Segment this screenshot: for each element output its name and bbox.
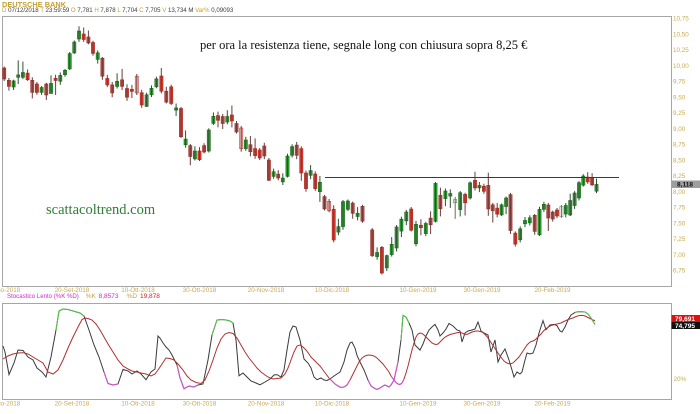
svg-text:8,118: 8,118 (677, 182, 693, 189)
svg-text:30-Gen-2019: 30-Gen-2019 (463, 400, 501, 407)
svg-text:20-Nov-2018: 20-Nov-2018 (248, 400, 285, 407)
svg-text:30-Ago-2018: 30-Ago-2018 (0, 400, 21, 407)
svg-text:20-Feb-2019: 20-Feb-2019 (534, 400, 571, 407)
svg-text:20-Set-2018: 20-Set-2018 (55, 400, 90, 407)
svg-text:7,75: 7,75 (673, 205, 686, 212)
svg-text:30-Ott-2018: 30-Ott-2018 (183, 400, 217, 407)
svg-text:79,691: 79,691 (675, 316, 695, 323)
svg-text:9,50: 9,50 (673, 95, 686, 102)
svg-text:10,75: 10,75 (673, 16, 689, 23)
svg-text:20-Nov-2018: 20-Nov-2018 (248, 287, 285, 294)
svg-text:6,75: 6,75 (673, 268, 686, 275)
svg-text:8,00: 8,00 (673, 189, 686, 196)
svg-text:30-Ago-2018: 30-Ago-2018 (0, 287, 21, 294)
svg-text:10-Dic-2018: 10-Dic-2018 (315, 287, 350, 294)
svg-text:10,25: 10,25 (673, 47, 689, 54)
svg-text:20%: 20% (674, 376, 687, 383)
svg-text:30-Ott-2018: 30-Ott-2018 (183, 287, 217, 294)
svg-text:7,25: 7,25 (673, 236, 686, 243)
svg-text:8,50: 8,50 (673, 157, 686, 164)
svg-text:7,00: 7,00 (673, 252, 686, 259)
svg-text:8,25: 8,25 (673, 173, 686, 180)
svg-text:9,75: 9,75 (673, 79, 686, 86)
svg-text:10-Ott-2018: 10-Ott-2018 (121, 400, 155, 407)
svg-text:10,50: 10,50 (673, 32, 689, 39)
svg-text:10-Dic-2018: 10-Dic-2018 (315, 400, 350, 407)
svg-text:20-Set-2018: 20-Set-2018 (55, 287, 90, 294)
svg-text:10-Gen-2019: 10-Gen-2019 (399, 400, 437, 407)
svg-text:20-Feb-2019: 20-Feb-2019 (534, 287, 571, 294)
svg-text:7,50: 7,50 (673, 220, 686, 227)
svg-text:10-Gen-2019: 10-Gen-2019 (399, 287, 437, 294)
svg-text:9,00: 9,00 (673, 126, 686, 133)
svg-text:30-Gen-2019: 30-Gen-2019 (463, 287, 501, 294)
svg-text:10,00: 10,00 (673, 63, 689, 70)
svg-text:10-Ott-2018: 10-Ott-2018 (121, 287, 155, 294)
svg-text:8,75: 8,75 (673, 142, 686, 149)
svg-text:74,795: 74,795 (675, 323, 695, 330)
svg-text:9,25: 9,25 (673, 110, 686, 117)
